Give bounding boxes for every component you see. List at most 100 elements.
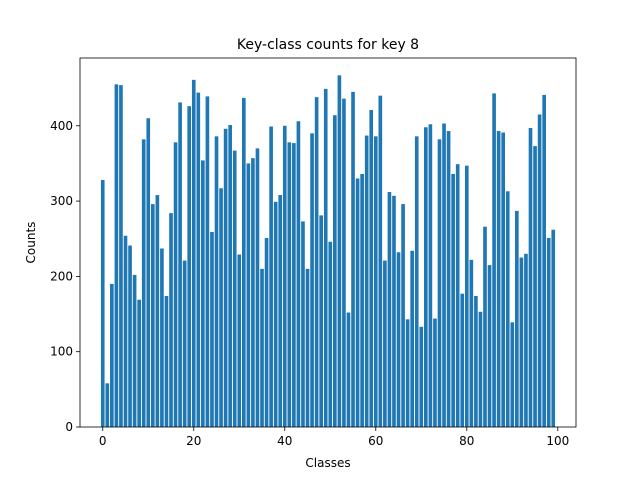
bar-class-4	[119, 85, 123, 428]
x-tick-label: 40	[277, 434, 292, 448]
bar-class-39	[278, 195, 283, 427]
bar-class-43	[296, 121, 301, 427]
bar-class-24	[210, 231, 214, 427]
bar-class-58	[364, 135, 369, 427]
chart-title: Key-class counts for key 8	[237, 37, 419, 53]
bar-class-9	[141, 139, 146, 427]
y-axis-ticks: 0 100 200 300 400	[50, 119, 80, 434]
bar-class-75	[442, 123, 446, 428]
bar-class-37	[269, 126, 273, 427]
bar-class-78	[455, 164, 460, 427]
bar-class-11	[150, 204, 155, 427]
bar-class-32	[246, 163, 251, 427]
bar-class-86	[492, 93, 496, 427]
bar-class-15	[169, 213, 173, 427]
bar-class-99	[551, 229, 556, 427]
bar-class-30	[237, 254, 242, 427]
bar-class-22	[201, 160, 205, 428]
bar-class-71	[424, 127, 428, 427]
bar-class-85	[487, 265, 492, 427]
bar-class-16	[173, 142, 178, 427]
bar-class-55	[351, 91, 355, 427]
bar-class-51	[333, 115, 337, 427]
bar-class-67	[405, 319, 410, 427]
bar-class-23	[205, 96, 210, 427]
bar-class-93	[524, 253, 528, 427]
bar-class-12	[155, 195, 160, 427]
plot-frame	[79, 57, 577, 428]
bar-class-17	[178, 102, 182, 428]
bar-class-10	[146, 118, 151, 428]
bars-group	[100, 75, 556, 428]
bar-class-89	[505, 191, 510, 427]
bar-class-82	[474, 295, 478, 427]
y-tick-label: 400	[50, 119, 73, 133]
bar-class-56	[355, 178, 360, 427]
y-tick-label: 100	[50, 345, 73, 359]
x-tick-label: 0	[99, 434, 107, 448]
bar-class-62	[383, 260, 387, 427]
y-axis-label: Counts	[24, 222, 38, 264]
bar-class-70	[419, 326, 424, 427]
bar-class-3	[114, 84, 119, 428]
bar-class-14	[164, 295, 169, 427]
bar-class-2	[110, 283, 114, 427]
bar-class-79	[460, 293, 465, 427]
bar-class-25	[214, 136, 219, 427]
bar-class-8	[137, 299, 141, 427]
bar-class-98	[546, 237, 551, 427]
bar-class-40	[282, 125, 287, 427]
bar-class-96	[537, 114, 542, 427]
bar-class-29	[232, 150, 237, 427]
bar-class-49	[323, 88, 328, 427]
bar-class-95	[533, 146, 537, 428]
bar-class-35	[260, 268, 264, 427]
bar-class-54	[346, 312, 351, 427]
bar-class-74	[437, 139, 442, 427]
bar-class-6	[128, 245, 132, 427]
bar-class-42	[292, 143, 296, 427]
bar-class-68	[410, 250, 414, 427]
bar-class-57	[360, 173, 364, 427]
bar-class-52	[337, 75, 342, 427]
x-tick-label: 100	[546, 434, 569, 448]
bar-class-46	[310, 133, 314, 427]
bar-class-1	[105, 383, 110, 427]
bar-class-38	[273, 201, 278, 427]
bar-class-13	[160, 248, 164, 427]
bar-class-90	[510, 322, 515, 427]
bar-class-26	[219, 188, 223, 427]
bar-class-81	[469, 259, 474, 427]
bar-class-84	[483, 226, 487, 427]
bar-class-72	[428, 124, 433, 428]
bar-class-94	[528, 128, 533, 427]
bar-class-47	[314, 97, 319, 427]
bar-class-34	[255, 148, 260, 427]
bar-class-44	[301, 221, 305, 427]
bar-class-60	[373, 136, 378, 427]
bar-class-19	[187, 106, 192, 427]
bar-class-88	[501, 132, 506, 428]
bar-class-28	[228, 125, 232, 428]
y-tick-label: 200	[50, 269, 73, 283]
bar-class-77	[451, 173, 455, 427]
bar-class-65	[396, 252, 401, 427]
bar-class-5	[123, 235, 128, 427]
bar-class-83	[478, 311, 483, 427]
x-tick-label: 60	[368, 434, 383, 448]
bar-class-36	[264, 237, 269, 427]
bar-class-45	[305, 268, 310, 427]
bar-class-59	[369, 109, 374, 428]
bar-class-50	[328, 241, 333, 427]
bar-class-69	[414, 136, 419, 427]
x-tick-label: 80	[459, 434, 474, 448]
bar-class-63	[387, 192, 392, 427]
bar-class-91	[515, 210, 519, 427]
y-tick-label: 0	[65, 420, 73, 434]
bar-class-0	[100, 180, 105, 427]
bar-class-41	[287, 142, 292, 427]
bar-class-48	[319, 215, 323, 427]
bar-class-64	[392, 195, 396, 427]
